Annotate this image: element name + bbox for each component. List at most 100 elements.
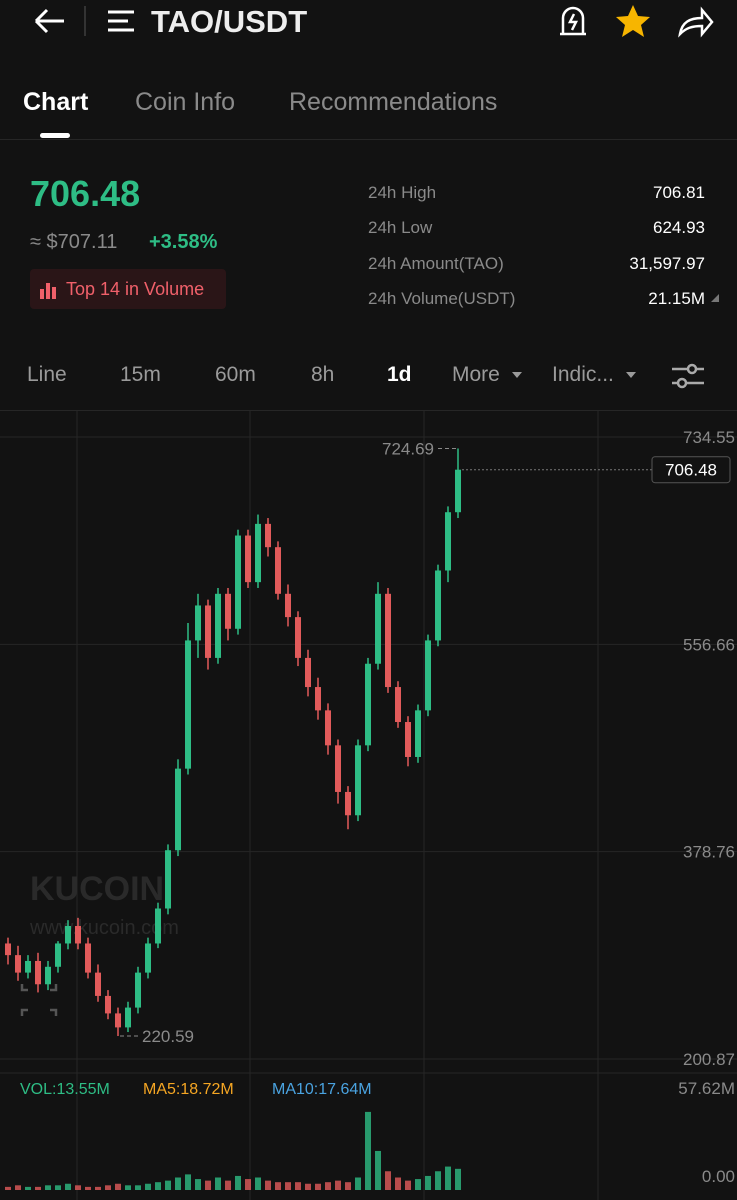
candle-body — [325, 710, 331, 746]
divider — [0, 410, 737, 411]
favorite-button[interactable] — [616, 5, 650, 37]
volume-bar — [205, 1180, 211, 1190]
watermark-brand: KUCOIN — [30, 870, 164, 908]
timeframe[interactable]: More — [452, 363, 500, 386]
candle-body — [375, 593, 381, 664]
volume-legend: VOL:13.55M — [20, 1081, 110, 1098]
y-tick-label: 556.66 — [683, 635, 735, 654]
page-title: TAO/USDT — [151, 4, 308, 39]
timeframe[interactable]: Line — [27, 363, 67, 386]
timeframe[interactable]: 15m — [120, 363, 161, 386]
volume-bar — [315, 1183, 321, 1190]
timeframe[interactable]: 60m — [215, 363, 256, 386]
candle-body — [285, 593, 291, 618]
timeframe[interactable]: Indic... — [552, 363, 614, 386]
volume-bar — [305, 1183, 311, 1190]
volume-bar — [325, 1182, 331, 1190]
candle-body — [305, 657, 311, 688]
candle-body — [125, 1007, 131, 1028]
menu-button[interactable] — [108, 10, 134, 32]
candle-body — [245, 535, 251, 583]
y-tick-label: 0.00 — [702, 1167, 735, 1186]
ma5-legend: MA5:18.72M — [143, 1081, 234, 1098]
candle-body — [405, 722, 411, 757]
candle-body — [5, 943, 11, 956]
last-price: 706.48 — [30, 173, 141, 214]
tab-indicator — [40, 133, 70, 138]
candle-body — [395, 687, 401, 723]
stat-value: 31,597.97 — [629, 254, 705, 273]
volume-bar — [235, 1175, 241, 1190]
volume-bar — [385, 1171, 391, 1190]
fiat-price: ≈ $707.11 — [30, 231, 118, 253]
candle-body — [45, 966, 51, 985]
volume-bar — [65, 1183, 71, 1190]
volume-bar — [405, 1180, 411, 1190]
stat-value: 624.93 — [653, 218, 705, 237]
volume-bar — [225, 1180, 231, 1190]
volume-bar — [275, 1182, 281, 1190]
candle-body — [335, 745, 341, 792]
volume-bar — [115, 1183, 121, 1190]
candle-body — [75, 925, 81, 944]
volume-bar — [345, 1182, 351, 1190]
candle-body — [435, 570, 441, 641]
volume-bar — [215, 1177, 221, 1190]
share-button[interactable] — [678, 6, 714, 38]
y-tick-label: 200.87 — [683, 1050, 735, 1069]
volume-bar — [135, 1185, 141, 1190]
volume-bar — [415, 1179, 421, 1190]
volume-bar — [435, 1171, 441, 1190]
candle-body — [445, 512, 451, 571]
stat-label: 24h Amount(TAO) — [368, 254, 504, 273]
ma10-legend: MA10:17.64M — [272, 1081, 372, 1098]
candle-body — [85, 943, 91, 973]
alert-button[interactable] — [560, 6, 586, 36]
candle-body — [425, 640, 431, 711]
volume-bar — [255, 1177, 261, 1190]
candle-body — [175, 768, 181, 851]
candle-body — [155, 908, 161, 944]
timeframe[interactable]: 1d — [387, 363, 412, 386]
last-price-label: 706.48 — [665, 461, 717, 480]
tab[interactable]: Chart — [23, 88, 89, 116]
candle-body — [255, 523, 261, 583]
tab[interactable]: Recommendations — [289, 88, 498, 116]
candle-body — [235, 535, 241, 629]
candle-body — [275, 547, 281, 594]
candle-body — [25, 960, 31, 973]
volume-bar — [265, 1180, 271, 1190]
min-price-label: 220.59 — [142, 1027, 194, 1046]
back-button[interactable] — [34, 8, 64, 34]
candle-body — [15, 955, 21, 973]
volume-bar — [395, 1177, 401, 1190]
y-tick-label: 378.76 — [683, 843, 735, 862]
candle-body — [455, 469, 461, 513]
tab[interactable]: Coin Info — [135, 88, 236, 116]
volume-bar — [445, 1166, 451, 1190]
candle-body — [135, 972, 141, 1008]
timeframe[interactable]: 8h — [311, 363, 335, 386]
candle-body — [415, 710, 421, 757]
volume-bar — [365, 1111, 371, 1190]
volume-bar — [145, 1183, 151, 1190]
candle-body — [265, 523, 271, 548]
y-tick-label: 734.55 — [683, 428, 735, 447]
volume-bar — [185, 1174, 191, 1190]
volume-badge[interactable]: Top 14 in Volume — [30, 269, 226, 309]
volume-bar — [425, 1175, 431, 1190]
volume-bar — [285, 1182, 291, 1190]
candle-body — [65, 925, 71, 944]
candle-body — [315, 687, 321, 711]
candle-body — [35, 960, 41, 985]
settings-button[interactable] — [670, 362, 706, 390]
volume-bar — [355, 1177, 361, 1190]
volume-bar — [245, 1179, 251, 1190]
candle-body — [165, 850, 171, 909]
volume-bar — [165, 1180, 171, 1190]
candle-body — [105, 995, 111, 1014]
fullscreen-button[interactable] — [20, 984, 58, 1016]
volume-bar — [125, 1185, 131, 1190]
